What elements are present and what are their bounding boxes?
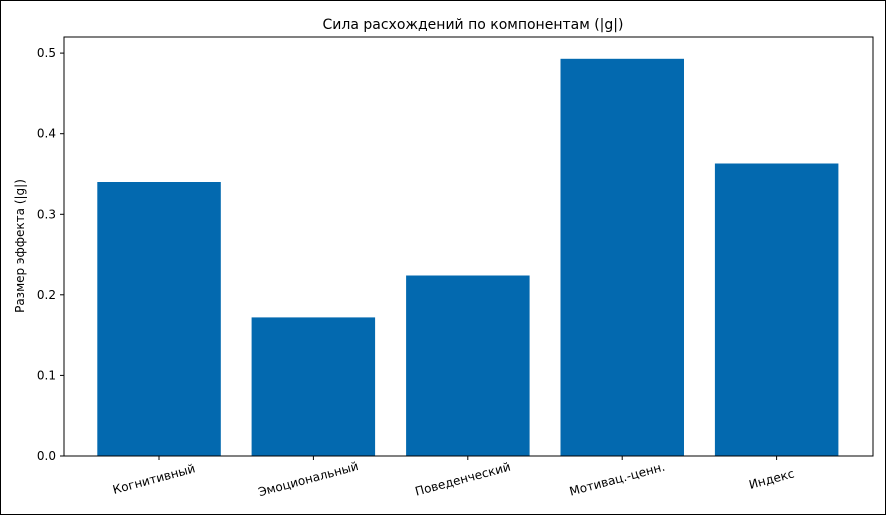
y-axis-ticks: 0.0 0.1 0.2 0.3 0.4 0.5 — [37, 46, 64, 463]
bar-2 — [251, 317, 376, 456]
y-tick-label: 0.3 — [37, 207, 56, 221]
x-tick-label: Поведенческий — [413, 460, 512, 499]
bar-1 — [97, 182, 221, 456]
y-axis-label: Размер эффекта (|g|) — [13, 179, 27, 313]
bar-5 — [714, 163, 839, 456]
y-tick-label: 0.0 — [37, 449, 56, 463]
x-tick-label: Когнитивный — [111, 461, 197, 496]
y-tick-label: 0.1 — [37, 368, 56, 382]
bar-3 — [406, 275, 530, 456]
x-tick-label: Индекс — [747, 466, 795, 492]
bar-4 — [560, 58, 684, 457]
y-tick-label: 0.5 — [37, 46, 56, 60]
x-axis-ticks: Когнитивный Эмоциональный Поведенческий Мот… — [111, 456, 796, 499]
y-tick-label: 0.4 — [37, 127, 56, 141]
chart-title: Сила расхождений по компонентам (|g|) — [323, 17, 624, 33]
x-tick-label: Эмоциональный — [257, 459, 360, 499]
plot-area — [63, 36, 874, 457]
y-tick-label: 0.2 — [37, 288, 56, 302]
bars-layer — [97, 58, 839, 457]
x-tick-label: Мотивац.-ценн. — [568, 460, 667, 499]
